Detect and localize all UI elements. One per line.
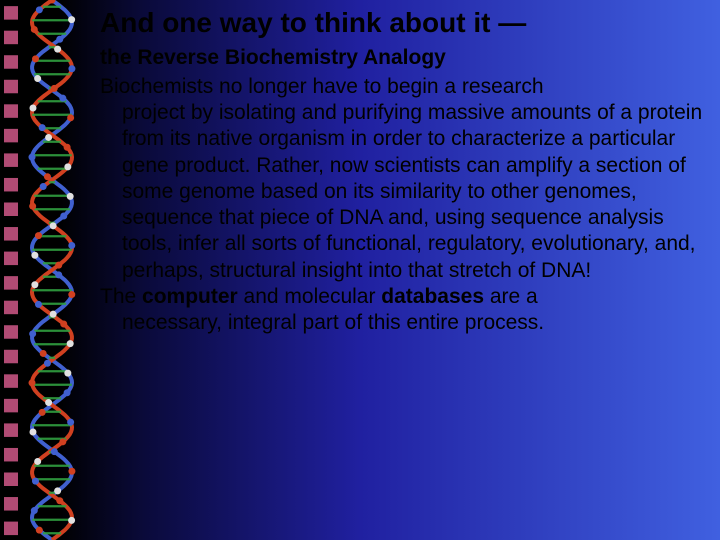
- para1-rest: project by isolating and purifying massi…: [122, 100, 708, 284]
- slide-content: And one way to think about it — the Reve…: [100, 8, 708, 336]
- para2-pre: The: [100, 285, 142, 308]
- para2-rest: necessary, integral part of this entire …: [122, 310, 708, 336]
- para2-bold-computer: computer: [142, 285, 238, 308]
- sidebar-decoration: [0, 0, 95, 540]
- slide-subtitle: the Reverse Biochemistry Analogy: [100, 45, 708, 70]
- slide-title: And one way to think about it —: [100, 8, 708, 39]
- para2-bold-databases: databases: [381, 285, 484, 308]
- paragraph-1: Biochemists no longer have to begin a re…: [100, 74, 708, 284]
- paragraph-2: The computer and molecular databases are…: [100, 284, 708, 337]
- para1-first-line: Biochemists no longer have to begin a re…: [100, 75, 544, 98]
- para2-mid: and molecular: [238, 285, 382, 308]
- para2-post: are a: [484, 285, 538, 308]
